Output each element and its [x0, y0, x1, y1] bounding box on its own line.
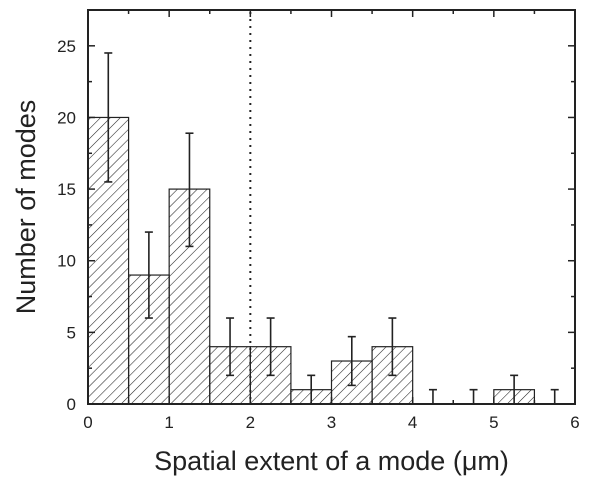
y-tick-label: 5 — [67, 323, 76, 342]
x-tick-label: 3 — [327, 413, 336, 432]
error-bar-1 — [144, 231, 153, 319]
x-tick-label: 5 — [489, 413, 498, 432]
error-bar-9 — [469, 388, 478, 404]
y-axis-title: Number of modes — [11, 100, 41, 315]
error-bar-6 — [347, 335, 356, 387]
y-tick-label: 20 — [57, 108, 76, 127]
error-bar-4 — [266, 317, 275, 377]
x-axis-title: Spatial extent of a mode (μm) — [154, 446, 509, 476]
error-bar-11 — [550, 388, 559, 404]
error-bar-0 — [104, 52, 113, 183]
y-tick-label: 0 — [67, 395, 76, 414]
error-bar-2 — [185, 132, 194, 248]
x-tick-label: 6 — [570, 413, 579, 432]
x-tick-label: 4 — [408, 413, 417, 432]
x-tick-label: 0 — [83, 413, 92, 432]
error-bar-3 — [226, 317, 235, 377]
x-tick-label: 2 — [246, 413, 255, 432]
y-tick-label: 10 — [57, 252, 76, 271]
x-tick-label: 1 — [164, 413, 173, 432]
error-bar-8 — [428, 388, 437, 404]
y-tick-label: 25 — [57, 37, 76, 56]
error-bar-10 — [510, 374, 519, 404]
error-bar-7 — [388, 317, 397, 377]
y-tick-label: 15 — [57, 180, 76, 199]
error-bar-5 — [307, 374, 316, 404]
